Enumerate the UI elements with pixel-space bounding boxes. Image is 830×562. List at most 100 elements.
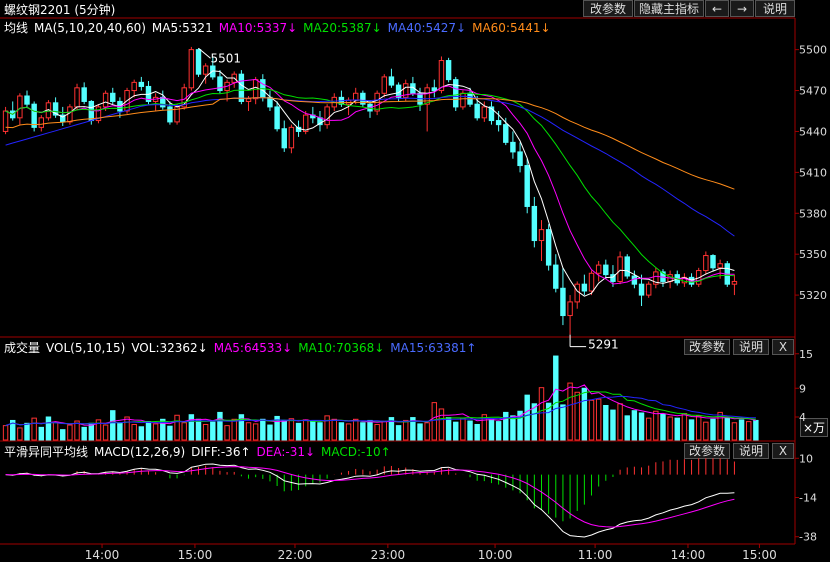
volume-bar-down xyxy=(188,414,195,441)
time-tick-label: 14:00 xyxy=(85,548,120,562)
candle-up xyxy=(45,102,52,119)
macd-params-button[interactable]: 改参数 xyxy=(684,443,730,459)
vol-ma10-value: MA10:70368↓ xyxy=(298,341,385,355)
volume-bar-down xyxy=(195,418,202,441)
volume-bar-down xyxy=(38,426,45,441)
ma40-line xyxy=(5,95,735,237)
vol-tick-label: 15 xyxy=(799,348,813,361)
volume-bar-down xyxy=(495,421,502,441)
vol-close-button[interactable]: X xyxy=(772,339,794,355)
candle-up xyxy=(252,79,259,100)
volume-bar-down xyxy=(453,421,459,441)
candle-down xyxy=(688,276,695,285)
volume-bar-down xyxy=(445,417,452,441)
candle-up xyxy=(288,126,295,149)
candle-up xyxy=(245,98,252,102)
volume-bar-up xyxy=(681,413,688,441)
candle-down xyxy=(295,126,302,132)
vol-unit-label: ×万 xyxy=(800,418,829,437)
scroll-left-button[interactable]: ← xyxy=(705,0,729,17)
volume-bar-down xyxy=(10,419,16,441)
candle-up xyxy=(424,87,430,105)
candle-down xyxy=(610,274,616,282)
volume-bar-down xyxy=(553,355,559,441)
macd-diff-value: DIFF:-36↑ xyxy=(191,445,251,459)
volume-bar-up xyxy=(574,391,580,441)
candle-up xyxy=(188,49,195,89)
volume-bar-down xyxy=(167,425,173,441)
vol-legend: 成交量 VOL(5,10,15) VOL:32362↓ MA5:64533↓ MA10:… xyxy=(4,339,482,356)
candle-down xyxy=(274,106,280,130)
candle-down xyxy=(638,283,645,296)
volume-bar-up xyxy=(481,414,488,441)
vol-ma5-value: MA5:64533↓ xyxy=(213,341,293,355)
volume-bar-down xyxy=(24,422,30,441)
volume-bar-down xyxy=(724,417,730,441)
high-price-label: 5501 xyxy=(211,51,242,65)
volume-bar-down xyxy=(81,426,87,441)
help-button[interactable]: 说明 xyxy=(755,0,795,17)
time-tick-label: 11:00 xyxy=(578,548,613,562)
volume-bar-down xyxy=(217,411,223,441)
scroll-right-button[interactable]: → xyxy=(730,0,754,17)
macd-macd-value: MACD:-10↑ xyxy=(321,445,391,459)
axes-layer: 5320535053805410544054705500550152914915… xyxy=(85,44,827,562)
macd-close-button[interactable]: X xyxy=(772,443,794,459)
candle-up xyxy=(538,229,545,242)
candle-up xyxy=(438,60,445,92)
volume-bar-down xyxy=(488,418,495,441)
candle-up xyxy=(231,73,237,83)
volume-bar-down xyxy=(610,409,616,441)
candle-down xyxy=(431,87,438,92)
volume-bar-up xyxy=(124,416,130,441)
candle-down xyxy=(210,65,216,78)
volume-bar-down xyxy=(45,416,52,441)
volume-bar-up xyxy=(2,425,9,441)
hide-indicator-button[interactable]: 隐藏主指标 xyxy=(634,0,704,17)
volume-bar-up xyxy=(703,421,709,441)
volume-bar-up xyxy=(245,422,252,441)
volume-bar-up xyxy=(331,418,337,441)
volume-bar-down xyxy=(60,429,66,441)
candle-down xyxy=(603,264,609,276)
candle-up xyxy=(567,301,573,317)
candle-up xyxy=(74,87,80,108)
volume-bar-down xyxy=(317,422,323,441)
volume-bar-up xyxy=(95,419,102,441)
candle-up xyxy=(717,263,723,269)
low-price-label: 5291 xyxy=(588,338,619,352)
volume-bar-down xyxy=(417,423,423,441)
change-params-button[interactable]: 改参数 xyxy=(583,0,633,17)
candle-down xyxy=(338,96,345,105)
candle-down xyxy=(281,128,287,149)
volume-bar-up xyxy=(588,399,595,441)
volume-bar-up xyxy=(460,417,466,441)
volume-bar-up xyxy=(352,418,359,441)
volume-bar-up xyxy=(424,422,430,441)
volume-bar-up xyxy=(538,387,545,441)
vol-ma15-line xyxy=(5,395,756,427)
volume-bar-up xyxy=(131,423,137,441)
candle-up xyxy=(460,92,466,108)
volume-bar-up xyxy=(224,425,230,441)
volume-bar-up xyxy=(252,423,259,441)
candle-up xyxy=(2,110,9,132)
candle-up xyxy=(131,81,137,92)
vol-params-button[interactable]: 改参数 xyxy=(684,339,730,355)
candle-down xyxy=(60,114,66,123)
time-tick-label: 22:00 xyxy=(278,548,313,562)
time-tick-label: 15:00 xyxy=(742,548,777,562)
macd-help-button[interactable]: 说明 xyxy=(733,443,769,459)
ma60-value: MA60:5441↓ xyxy=(472,21,551,35)
volume-bar-up xyxy=(438,408,445,441)
vol-help-button[interactable]: 说明 xyxy=(733,339,769,355)
candle-down xyxy=(631,275,638,285)
ma5-line xyxy=(5,70,735,297)
volume-bar-down xyxy=(310,421,316,441)
vol-ma15-value: MA15:63381↑ xyxy=(390,341,477,355)
time-tick-label: 14:00 xyxy=(671,548,706,562)
volume-bar-up xyxy=(152,423,159,441)
volume-bar-down xyxy=(581,387,588,441)
volume-bar-down xyxy=(110,410,116,441)
